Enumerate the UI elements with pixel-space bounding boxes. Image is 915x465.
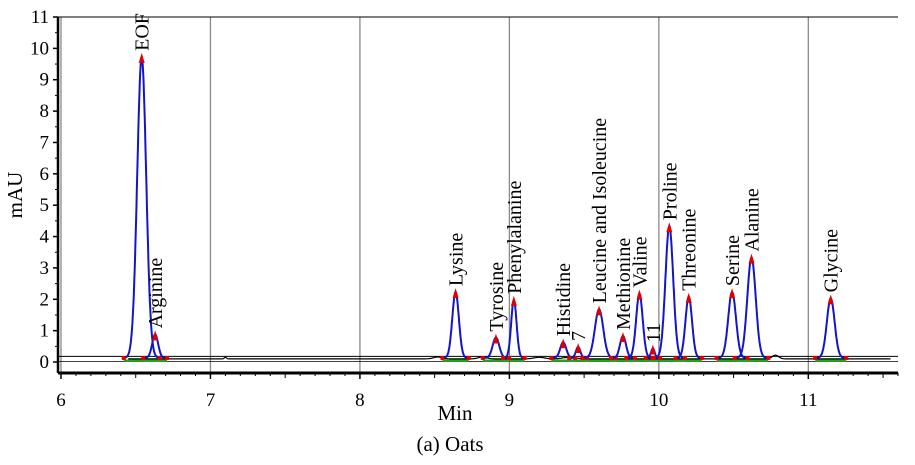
peak-start-marker xyxy=(580,355,585,360)
peak-start-marker xyxy=(480,355,485,360)
peak-end-marker xyxy=(658,355,663,360)
peak-label: 11 xyxy=(643,323,665,342)
peak-apex-marker xyxy=(729,288,736,299)
y-tick-label: 4 xyxy=(40,227,50,248)
peak-label: Lysine xyxy=(446,233,468,286)
x-tick-label: 9 xyxy=(505,390,515,411)
peak-apex-marker xyxy=(452,288,459,299)
peak-label: Proline xyxy=(659,162,681,220)
y-tick-label: 1 xyxy=(40,321,50,342)
peak-label: Histidine xyxy=(553,263,575,336)
peak-start-marker xyxy=(121,355,126,360)
peak-label: Serine xyxy=(722,235,744,286)
peak-end-marker xyxy=(466,355,471,360)
peak-apex-marker xyxy=(575,342,582,353)
peak-apex-marker xyxy=(619,331,626,342)
peak-apex-marker xyxy=(596,305,603,316)
y-tick-label: 2 xyxy=(40,289,50,310)
peak-apex-marker xyxy=(685,292,692,303)
peak-apex-marker xyxy=(827,294,834,305)
figure-caption: (a) Oats xyxy=(416,432,483,456)
peak-start-marker xyxy=(501,355,506,360)
peak-apex-marker xyxy=(636,289,643,300)
y-tick-label: 3 xyxy=(40,258,50,279)
y-tick-label: 7 xyxy=(40,132,50,153)
peak-end-marker xyxy=(632,355,637,360)
peak-apex-marker xyxy=(510,295,517,306)
peak-start-marker xyxy=(673,355,678,360)
peak-label: Valine xyxy=(629,236,651,287)
peak-trace xyxy=(815,296,846,359)
peak-label: 7 xyxy=(568,331,590,341)
peak-end-marker xyxy=(522,355,527,360)
peak-start-marker xyxy=(624,355,629,360)
x-tick-label: 11 xyxy=(799,390,817,411)
x-axis-title: Min xyxy=(437,401,473,425)
peak-apex-marker xyxy=(560,338,567,349)
peak-start-marker xyxy=(567,355,572,360)
trace-layer xyxy=(121,52,891,360)
peak-end-marker xyxy=(573,355,578,360)
y-tick-label: 6 xyxy=(40,164,50,185)
peak-end-marker xyxy=(745,355,750,360)
peak-start-marker xyxy=(732,355,737,360)
y-axis-title: mAU xyxy=(3,172,27,219)
peak-label: Glycine xyxy=(821,229,843,292)
y-tick-label: 11 xyxy=(31,7,49,28)
x-tick-label: 6 xyxy=(56,390,66,411)
peak-label: Leucine and Isoleucine xyxy=(589,118,611,304)
peak-trace xyxy=(675,295,702,359)
peak-start-marker xyxy=(440,355,445,360)
peak-start-marker xyxy=(651,355,656,360)
y-tick-label: 5 xyxy=(40,195,50,216)
peak-apex-marker xyxy=(492,333,499,344)
x-tick-label: 8 xyxy=(355,390,365,411)
peak-start-marker xyxy=(141,355,146,360)
peak-start-marker xyxy=(609,355,614,360)
peak-label: Phenylalanine xyxy=(504,180,526,293)
y-tick-label: 10 xyxy=(30,38,49,59)
peak-label: Tyrosine xyxy=(486,262,508,332)
y-tick-label: 9 xyxy=(40,70,50,91)
peak-apex-marker xyxy=(152,330,159,341)
peak-label: Arginine xyxy=(145,258,167,329)
peak-end-marker xyxy=(844,355,849,360)
peak-apex-marker xyxy=(649,344,656,355)
peak-start-marker xyxy=(714,355,719,360)
peak-apex-marker xyxy=(666,222,673,233)
peak-end-marker xyxy=(766,355,771,360)
peak-apex-marker xyxy=(748,253,755,264)
peak-label: EOF xyxy=(132,13,154,51)
peak-end-marker xyxy=(682,355,687,360)
peak-label: Threonine xyxy=(679,208,701,290)
peak-end-marker xyxy=(507,355,512,360)
x-tick-label: 10 xyxy=(649,390,668,411)
peak-trace xyxy=(442,290,469,359)
peak-label: Alanine xyxy=(742,188,764,251)
tick-layer: 6 7 8 9 10 11 0 1 2 3 4 5 6 7 8 9 10 11 xyxy=(30,7,899,411)
y-tick-label: 8 xyxy=(40,101,50,122)
y-tick-label: 0 xyxy=(40,352,50,373)
peak-end-marker xyxy=(165,355,170,360)
x-tick-label: 7 xyxy=(206,390,216,411)
peak-start-marker xyxy=(813,355,818,360)
grid-layer xyxy=(60,17,809,373)
peak-start-marker xyxy=(643,355,648,360)
peak-label: Methionine xyxy=(613,238,635,330)
peak-end-marker xyxy=(699,355,704,360)
peak-apex-marker xyxy=(138,52,145,63)
axes-layer xyxy=(56,16,898,375)
peak-end-marker xyxy=(157,355,162,360)
peak-start-marker xyxy=(549,355,554,360)
baseline-layer xyxy=(58,355,898,362)
